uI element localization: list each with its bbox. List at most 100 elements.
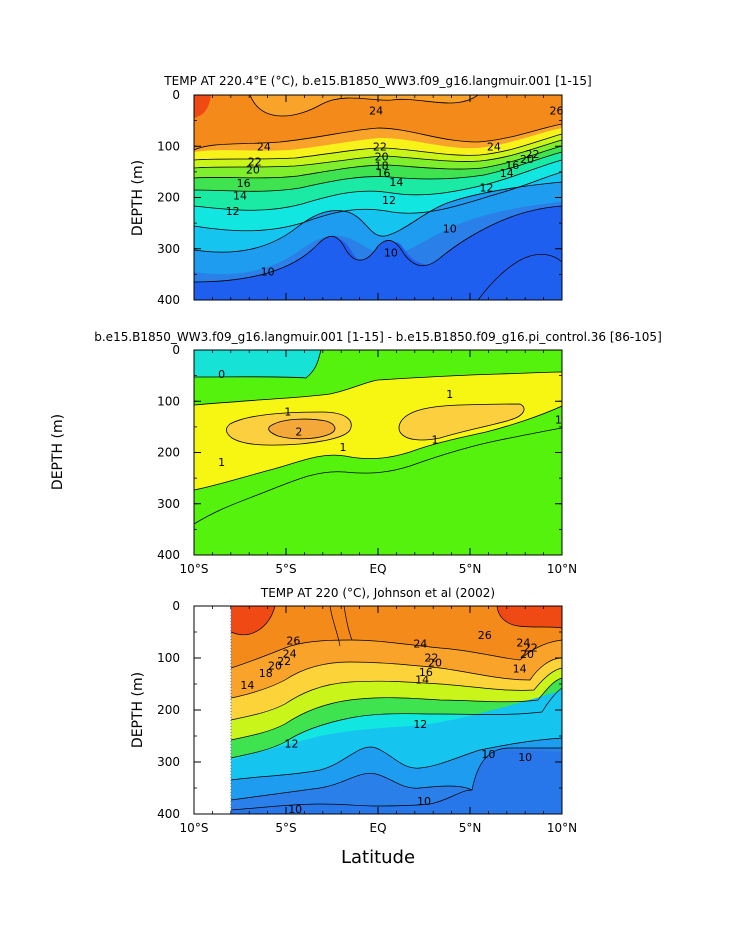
p3-contour: [230, 639, 562, 669]
p1-contour: [194, 205, 562, 283]
contour-label: 24: [413, 637, 427, 650]
p2-contour: [194, 371, 562, 406]
panel-3-ticks: 10°S 5°S EQ 5°N 10°N 0 100 200 300 400: [157, 599, 577, 835]
y-tick-label: 0: [172, 343, 180, 357]
contour-label: 12: [413, 718, 427, 731]
contour-label: 1: [555, 414, 562, 427]
p2-band-1: [194, 372, 562, 490]
contour-label: 26: [478, 629, 492, 642]
contour-label: 1: [446, 388, 453, 401]
x-tick-label: 10°N: [547, 562, 577, 576]
contour-label: 24: [257, 140, 271, 153]
contour-label: 12: [480, 181, 494, 194]
p1-contour: [194, 123, 562, 151]
panel-3-title: TEMP AT 220 (°C), Johnson et al (2002): [260, 586, 495, 600]
y-tick-label: 0: [172, 599, 180, 613]
contour-label: 12: [285, 737, 299, 750]
p1-band-08: [478, 254, 562, 300]
contour-label: 20: [520, 153, 534, 166]
panel-3-contours: [230, 606, 562, 811]
contour-label: 24: [516, 636, 530, 649]
y-tick-label: 400: [157, 548, 180, 562]
p1-band-27: [194, 95, 211, 118]
contour-label: 10: [417, 795, 431, 808]
y-tick-label: 300: [157, 242, 180, 256]
contour-label: 12: [226, 205, 240, 218]
p1-contour: [194, 145, 562, 179]
contour-label: 14: [240, 679, 254, 692]
x-tick-label: 5°S: [275, 562, 296, 576]
panel-2-fill: [194, 350, 562, 555]
contour-label: 26: [286, 634, 300, 647]
contour-label: 1: [340, 441, 347, 454]
contour-label: 16: [505, 159, 519, 172]
contour-label: 1: [432, 434, 439, 447]
p2-contour: [398, 403, 525, 441]
p3-contour: [230, 687, 562, 759]
contour-label: 18: [375, 160, 389, 173]
p3-contour: [230, 677, 562, 741]
contour-label: 22: [277, 655, 291, 668]
contour-label: 0: [218, 368, 225, 381]
p3-contour: [230, 747, 562, 801]
p3-band-27: [231, 606, 562, 635]
p2-contour: [268, 418, 336, 440]
figure-xlabel: Latitude: [341, 847, 415, 868]
contour-label: 24: [369, 104, 383, 117]
x-tick-label: EQ: [369, 821, 386, 835]
contour-label: 16: [377, 167, 391, 180]
p3-band-11: [231, 748, 562, 814]
x-tick-label: 5°S: [275, 821, 296, 835]
contour-label: 12: [382, 194, 396, 207]
contour-label: 24: [283, 647, 297, 660]
p1-band-09: [194, 208, 562, 300]
contour-label: 16: [419, 666, 433, 679]
contour-label: 14: [233, 189, 247, 202]
p2-contour: [194, 350, 322, 379]
p3-contour: [230, 789, 473, 811]
contour-label: 2: [295, 425, 302, 438]
y-tick-label: 400: [157, 807, 180, 821]
contour-label: 22: [524, 642, 538, 655]
p3-band-20: [231, 668, 562, 740]
contour-label: 14: [513, 662, 527, 675]
p2-band-0: [194, 350, 321, 378]
y-tick-label: 300: [157, 497, 180, 511]
contour-label: 20: [246, 163, 260, 176]
y-tick-label: 0: [172, 88, 180, 102]
panel-1-contours: [194, 95, 562, 300]
contour-label: 20: [428, 657, 442, 670]
y-tick-label: 200: [157, 703, 180, 717]
x-tick-label: 10°S: [180, 562, 209, 576]
contour-label: 22: [526, 148, 540, 161]
y-tick-label: 200: [157, 191, 180, 205]
contour-label: 10: [518, 751, 532, 764]
contour-label: 20: [268, 659, 282, 672]
contour-label: 1: [218, 456, 225, 469]
p1-contour: [194, 171, 562, 232]
p2-contour: [226, 411, 352, 446]
contour-label: 22: [373, 140, 387, 153]
p1-contour: [194, 181, 562, 253]
p1-contour: [194, 151, 562, 192]
p3-contour: [496, 606, 562, 629]
x-tick-label: 10°N: [547, 821, 577, 835]
y-tick-label: 400: [157, 293, 180, 307]
y-tick-label: 300: [157, 755, 180, 769]
p2-contour: [194, 405, 562, 491]
contour-label: 22: [248, 156, 262, 169]
contour-label: 1: [284, 406, 291, 419]
p2-contour: [194, 427, 562, 525]
p3-contour: [230, 667, 562, 721]
contour-label: 10: [443, 222, 457, 235]
panel-1-title: TEMP AT 220.4°E (°C), b.e15.B1850_WW3.f0…: [163, 74, 591, 88]
panel-2-title: b.e15.B1850_WW3.f09_g16.langmuir.001 [1-…: [94, 330, 662, 344]
p1-contour: [249, 95, 479, 117]
contour-label: 24: [487, 140, 501, 153]
contour-label: 14: [500, 167, 514, 180]
p3-contour: [230, 606, 276, 636]
